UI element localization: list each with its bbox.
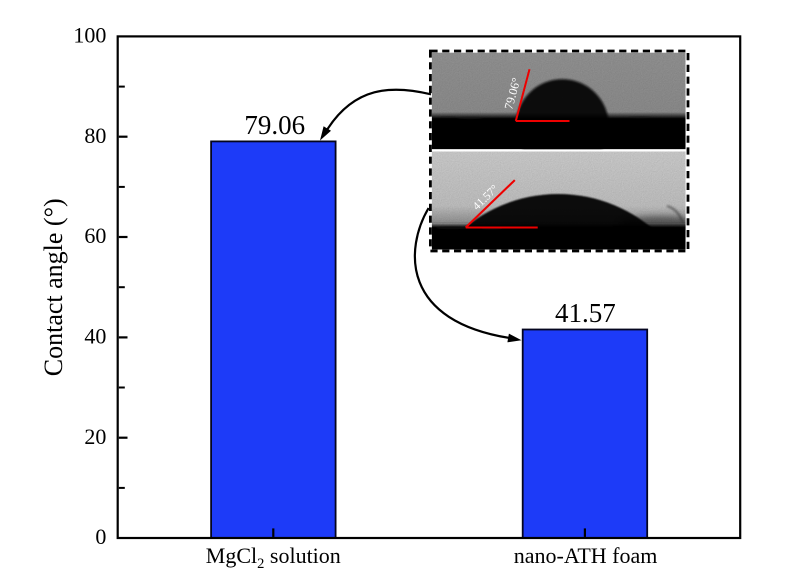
svg-text:100: 100 — [73, 23, 106, 48]
svg-text:79.06: 79.06 — [244, 110, 305, 140]
svg-text:40: 40 — [84, 324, 106, 349]
svg-text:0: 0 — [95, 524, 106, 549]
svg-text:nano-ATH foam: nano-ATH foam — [514, 543, 658, 568]
svg-text:80: 80 — [84, 123, 106, 148]
svg-text:MgCl2 solution: MgCl2 solution — [206, 543, 341, 572]
svg-text:41.57: 41.57 — [555, 298, 616, 328]
svg-text:60: 60 — [84, 223, 106, 248]
svg-text:20: 20 — [84, 424, 106, 449]
svg-text:Contact angle (°): Contact angle (°) — [39, 198, 68, 376]
